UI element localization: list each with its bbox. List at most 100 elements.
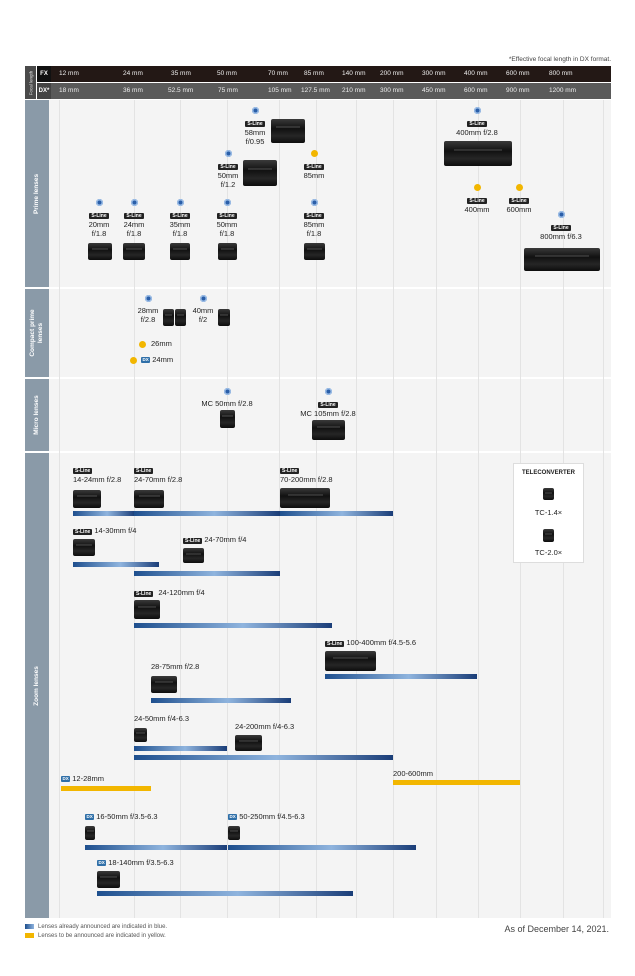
- upcoming-dot-icon: [139, 340, 146, 348]
- lens-70-200mm[interactable]: S-Line 70-200mm f/2.8: [280, 465, 333, 484]
- lens-24-70mm-f28[interactable]: S-Line 24-70mm f/2.8: [134, 465, 182, 484]
- lens-24-70mm-f4[interactable]: S-Line 24-70mm f/4: [183, 535, 246, 545]
- lens-18-140mm[interactable]: DX 18-140mm f/3.5-6.3: [97, 858, 174, 867]
- focal-length-side-label: Focal length: [25, 66, 36, 99]
- announced-dot-icon: [223, 199, 231, 206]
- lens-28-75mm[interactable]: 28-75mm f/2.8: [151, 662, 199, 671]
- lens-50mm-f12[interactable]: S-Line 50mm f/1.2: [212, 150, 244, 189]
- lens-label: 100-400mm f/4.5-5.6: [346, 638, 416, 647]
- fx-value: 70 mm: [268, 70, 288, 77]
- lens-label: 58mm f/0.95: [244, 128, 266, 146]
- fx-value: 800 mm: [549, 70, 573, 77]
- lens-400mm-f28[interactable]: S-Line 400mm f/2.8: [448, 107, 506, 137]
- lens-100-400mm[interactable]: S-Line 100-400mm f/4.5-5.6: [325, 638, 416, 648]
- dx-value: 450 mm: [422, 87, 446, 94]
- lens-label: 24-120mm f/4: [158, 588, 205, 597]
- lens-85mm-image: [304, 243, 325, 260]
- range-bar-28-75mm: [151, 698, 291, 703]
- tc14-image: [543, 488, 554, 500]
- lens-200-600mm-upcoming[interactable]: 200-600mm: [393, 769, 433, 778]
- zoom-section: Zoom lenses: [25, 453, 611, 918]
- lens-800mm-f63[interactable]: S-Line 800mm f/6.3: [530, 211, 592, 241]
- announced-dot-icon: [557, 211, 565, 218]
- dx-badge: DX: [61, 776, 71, 783]
- tc14-label[interactable]: TC-1.4×: [534, 508, 563, 517]
- dx-value: 52.5 mm: [168, 87, 194, 94]
- lens-label: 24-50mm f/4-6.3: [134, 714, 190, 723]
- lens-35mm-f18[interactable]: S-Line 35mm f/1.8: [164, 199, 196, 238]
- fx-value: 400 mm: [464, 70, 488, 77]
- lens-18-140mm-image: [97, 871, 120, 888]
- lens-14-30mm[interactable]: S-Line 14-30mm f/4: [73, 526, 136, 536]
- lens-28mm-image: [163, 309, 174, 326]
- lens-24-50mm[interactable]: 24-50mm f/4-6.3: [134, 714, 189, 723]
- lens-24-70mm-f4-image: [183, 548, 204, 563]
- tc20-label[interactable]: TC-2.0×: [534, 548, 563, 557]
- lens-400mm-upcoming[interactable]: S-Line 400mm: [460, 184, 494, 214]
- micro-section-label: Micro lenses: [33, 395, 40, 435]
- announced-dot-icon: [251, 107, 259, 114]
- lens-mc-105mm[interactable]: S-Line MC 105mm f/2.8: [292, 388, 364, 418]
- dx-value: 210 mm: [342, 87, 366, 94]
- sline-badge: S-Line: [124, 213, 144, 219]
- upcoming-dot-icon: [130, 356, 137, 364]
- dx-badge: DX: [85, 814, 95, 821]
- lens-70-200mm-image: [280, 488, 330, 508]
- lens-26mm-upcoming[interactable]: 26mm: [139, 339, 172, 348]
- fx-value: 200 mm: [380, 70, 404, 77]
- teleconverter-title: TELECONVERTER: [521, 470, 575, 476]
- footnote: *Effective focal length in DX format.: [508, 56, 611, 63]
- lens-100-400mm-image: [325, 651, 376, 671]
- upcoming-dot-icon: [310, 150, 318, 157]
- range-bar-200-600mm: [393, 780, 520, 785]
- fx-value: 85 mm: [304, 70, 324, 77]
- lens-50mm-f18[interactable]: S-Line 50mm f/1.8: [211, 199, 243, 238]
- zoom-section-label: Zoom lenses: [33, 665, 40, 706]
- announced-dot-icon: [223, 388, 231, 395]
- range-bar-16-50mm: [85, 845, 227, 850]
- dx-badge: DX: [141, 357, 151, 364]
- lens-20mm-f18[interactable]: S-Line 20mm f/1.8: [83, 199, 115, 238]
- lens-label: 28-75mm f/2.8: [151, 662, 200, 671]
- lens-mc-50mm[interactable]: MC 50mm f/2.8: [194, 388, 260, 408]
- lens-24mm-image: [123, 243, 145, 260]
- lens-28mm-f28[interactable]: 28mm f/2.8: [132, 295, 164, 324]
- upcoming-dot-icon: [473, 184, 481, 191]
- lens-85mm-upcoming[interactable]: S-Line 85mm: [298, 150, 330, 180]
- lens-600mm-upcoming[interactable]: S-Line 600mm: [502, 184, 536, 214]
- lens-24-200mm[interactable]: 24-200mm f/4-6.3: [235, 722, 294, 731]
- lens-label: 50mm f/1.8: [216, 220, 238, 238]
- legend-blue-swatch: [25, 924, 34, 929]
- dx-value: 1200 mm: [549, 87, 577, 94]
- lens-16-50mm-image: [85, 826, 95, 840]
- lens-label: 50-250mm f/4.5-6.3: [239, 812, 305, 821]
- lens-label: 40mm f/2: [192, 306, 214, 324]
- fx-focal-row: FX 12 mm 24 mm 35 mm 50 mm 70 mm 85 mm 1…: [37, 66, 611, 82]
- lens-label: 28mm f/2.8: [137, 306, 159, 324]
- lens-85mm-f18[interactable]: S-Line 85mm f/1.8: [298, 199, 330, 238]
- lens-24mm-upcoming[interactable]: DX 24mm: [130, 355, 173, 364]
- fx-value: 12 mm: [59, 70, 79, 77]
- lens-28-75mm-image: [151, 676, 177, 693]
- announced-dot-icon: [176, 199, 184, 206]
- upcoming-dot-icon: [515, 184, 523, 191]
- dx-value: 900 mm: [506, 87, 530, 94]
- lens-28mm-image-2: [175, 309, 186, 326]
- lens-50mm-f12-image: [243, 160, 277, 186]
- lens-50-250mm[interactable]: DX 50-250mm f/4.5-6.3: [228, 812, 305, 821]
- lens-35mm-image: [170, 243, 190, 260]
- lens-label: 14-30mm f/4: [94, 526, 137, 535]
- lens-58mm-f095[interactable]: S-Line 58mm f/0.95: [235, 107, 275, 146]
- lens-14-24mm[interactable]: S-Line 14-24mm f/2.8: [73, 465, 121, 484]
- prime-section-label: Prime lenses: [33, 173, 40, 214]
- lens-16-50mm[interactable]: DX 16-50mm f/3.5-6.3: [85, 812, 158, 821]
- lens-24mm-f18[interactable]: S-Line 24mm f/1.8: [118, 199, 150, 238]
- sline-badge: S-Line: [467, 198, 487, 204]
- range-bar-24-200mm: [134, 755, 393, 760]
- range-bar-70-200mm: [280, 511, 393, 516]
- lens-label: 800mm f/6.3: [540, 232, 582, 241]
- lens-24-120mm[interactable]: S-Line 24-120mm f/4: [134, 588, 205, 598]
- lens-12-28mm-upcoming[interactable]: DX 12-28mm: [61, 774, 104, 783]
- dx-tag: DX*: [37, 83, 51, 99]
- lens-40mm-f2[interactable]: 40mm f/2: [188, 295, 218, 324]
